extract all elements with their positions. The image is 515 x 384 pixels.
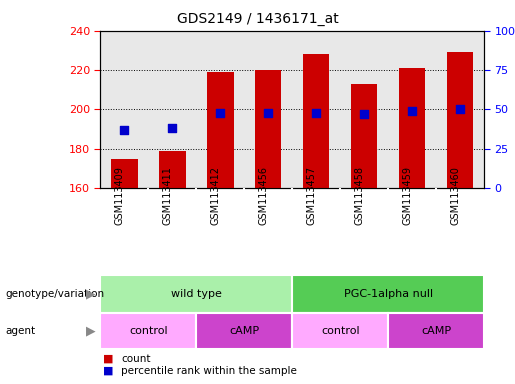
- Text: genotype/variation: genotype/variation: [5, 289, 104, 299]
- Text: GSM113458: GSM113458: [354, 166, 364, 225]
- Point: [456, 106, 464, 113]
- Text: cAMP: cAMP: [421, 326, 451, 336]
- Text: control: control: [321, 326, 359, 336]
- Point: [312, 109, 320, 116]
- Bar: [159, 151, 185, 188]
- Text: cAMP: cAMP: [229, 326, 260, 336]
- Point: [121, 127, 129, 133]
- Text: ▶: ▶: [85, 287, 95, 300]
- Text: GDS2149 / 1436171_at: GDS2149 / 1436171_at: [177, 12, 338, 25]
- Text: GSM113456: GSM113456: [259, 166, 268, 225]
- Bar: [111, 159, 138, 188]
- Bar: [255, 70, 282, 188]
- Text: agent: agent: [5, 326, 35, 336]
- Text: GSM113460: GSM113460: [450, 166, 460, 225]
- Bar: [196, 313, 293, 349]
- Text: GSM113411: GSM113411: [162, 166, 173, 225]
- Text: PGC-1alpha null: PGC-1alpha null: [344, 289, 433, 299]
- Text: GSM113409: GSM113409: [114, 166, 125, 225]
- Text: ▶: ▶: [85, 325, 95, 338]
- Text: GSM113457: GSM113457: [306, 166, 316, 225]
- Bar: [447, 52, 473, 188]
- Text: count: count: [121, 354, 150, 364]
- Text: ■: ■: [103, 354, 113, 364]
- Point: [168, 125, 177, 131]
- Point: [408, 108, 416, 114]
- Text: GSM113459: GSM113459: [402, 166, 412, 225]
- Text: percentile rank within the sample: percentile rank within the sample: [121, 366, 297, 376]
- Bar: [399, 68, 425, 188]
- Text: control: control: [129, 326, 168, 336]
- Bar: [100, 313, 196, 349]
- Point: [360, 111, 368, 117]
- Bar: [351, 84, 377, 188]
- Text: ■: ■: [103, 366, 113, 376]
- Bar: [207, 72, 233, 188]
- Text: wild type: wild type: [171, 289, 222, 299]
- Bar: [388, 313, 484, 349]
- Bar: [293, 275, 484, 313]
- Point: [264, 109, 272, 116]
- Point: [216, 109, 225, 116]
- Bar: [293, 313, 388, 349]
- Bar: [100, 275, 293, 313]
- Bar: [303, 54, 330, 188]
- Text: GSM113412: GSM113412: [210, 166, 220, 225]
